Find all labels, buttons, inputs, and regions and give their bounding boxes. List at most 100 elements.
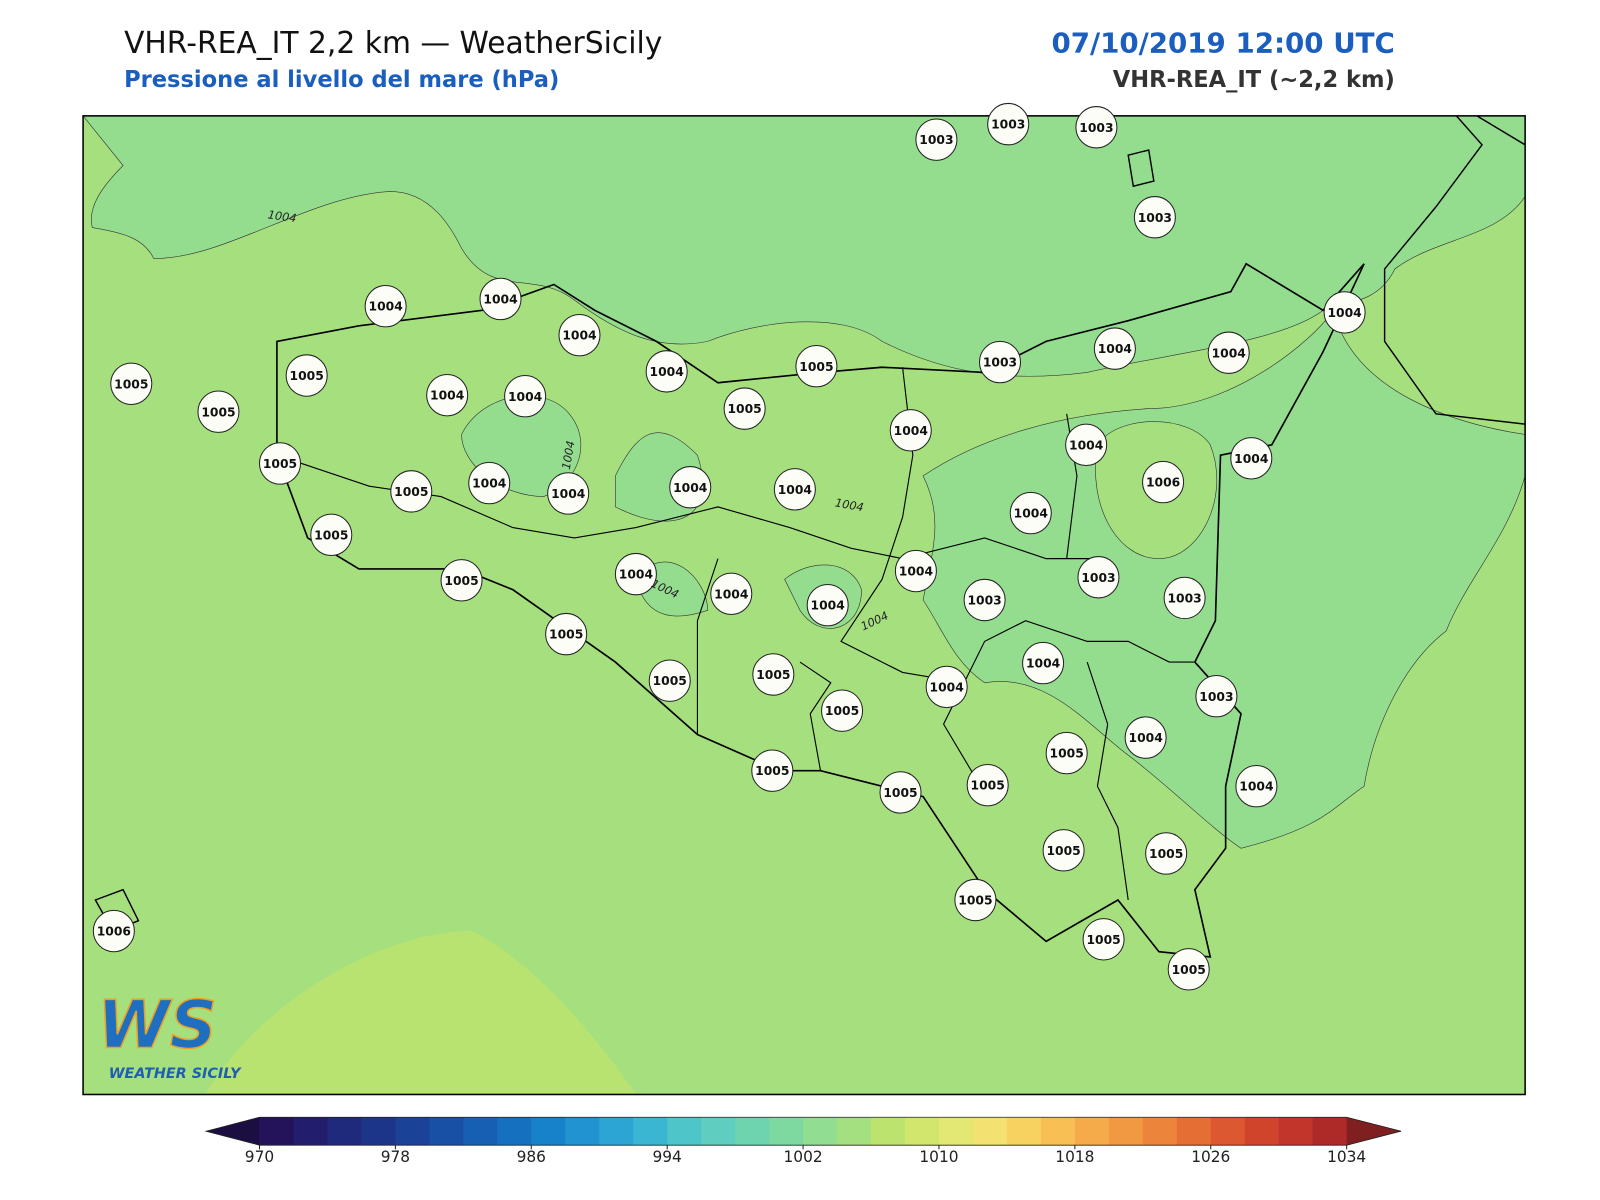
logo-mark: WS: [97, 986, 217, 1063]
station-marker: [390, 470, 433, 513]
station-marker: [1142, 460, 1185, 504]
station-marker: [364, 285, 407, 328]
station-value: 1005: [263, 457, 297, 471]
station-value: 1004: [508, 390, 543, 404]
station-value: 1006: [1146, 476, 1180, 490]
colorbar-tick-label: 1034: [1327, 1148, 1366, 1166]
station-value: 1006: [97, 925, 131, 939]
station-marker: [963, 578, 1006, 622]
colorbar-bin: [633, 1117, 668, 1146]
model: VHR-REA_IT (~2,2 km): [1113, 67, 1395, 93]
station: 1004: [669, 466, 712, 509]
station-value: 1005: [1086, 933, 1120, 947]
station: 1005: [966, 763, 1009, 807]
station: 1005: [954, 878, 997, 922]
station-marker: [1075, 106, 1118, 149]
station-marker: [987, 102, 1030, 146]
station-marker: [1045, 731, 1088, 775]
station-value: 1004: [1212, 346, 1247, 360]
station: 1004: [468, 461, 511, 505]
station-marker: [1230, 437, 1273, 480]
colorbar-bin: [259, 1117, 294, 1146]
station: 1003: [978, 340, 1022, 384]
station-value: 1004: [472, 477, 507, 491]
station-value: 1005: [799, 360, 833, 374]
station-marker: [1195, 675, 1238, 718]
station-marker: [1077, 556, 1120, 599]
colorbar-bin: [531, 1117, 566, 1146]
station: 1005: [310, 513, 353, 557]
map-frame: [82, 115, 1526, 1096]
colorbar-bin: [701, 1117, 736, 1146]
station-marker: [110, 362, 153, 405]
station: 1004: [1230, 437, 1273, 480]
logo-caption: WEATHER SICILY: [109, 1066, 242, 1082]
station-value: 1004: [619, 568, 654, 582]
station-value: 1005: [1050, 747, 1084, 761]
colorbar-tick-label: 978: [381, 1148, 410, 1166]
colorbar-bin: [599, 1117, 634, 1146]
station-value: 1003: [919, 133, 953, 147]
station-marker: [1235, 765, 1278, 808]
colorbar-tick-label: 1010: [919, 1148, 958, 1166]
colorbar-bin: [1142, 1117, 1178, 1146]
station-value: 1005: [1172, 963, 1206, 977]
station: 1003: [1075, 106, 1118, 149]
station-marker: [1009, 491, 1052, 535]
station-value: 1004: [369, 300, 404, 314]
station-value: 1004: [551, 487, 586, 501]
station-value: 1005: [883, 786, 917, 800]
station: 1005: [440, 559, 483, 602]
station: 1004: [894, 549, 937, 593]
station-value: 1004: [1234, 452, 1269, 466]
station: 1004: [364, 285, 407, 328]
station: 1004: [1093, 327, 1136, 370]
colorbar-tick-label: 1018: [1055, 1148, 1094, 1166]
station: 1004: [806, 583, 849, 627]
station: 1004: [547, 472, 590, 515]
station-marker: [645, 350, 688, 393]
station: 1004: [773, 468, 816, 511]
station: 1005: [795, 345, 838, 388]
datetime: 07/10/2019 12:00 UTC: [1052, 26, 1395, 59]
station-marker: [479, 277, 522, 321]
station-value: 1004: [714, 587, 749, 601]
contour-label: 1004: [267, 207, 297, 225]
station: 1005: [1145, 832, 1188, 875]
station-marker: [1082, 918, 1125, 961]
station-value: 1005: [1149, 847, 1183, 861]
colorbar-tick-label: 1002: [784, 1148, 823, 1166]
station-marker: [925, 665, 968, 709]
contour-label: 1004: [834, 495, 865, 514]
station-marker: [1124, 716, 1167, 759]
colorbar-bin: [497, 1117, 532, 1146]
colorbar-bin: [735, 1117, 770, 1146]
colorbar-tick-label: 994: [653, 1148, 682, 1166]
station: 1005: [545, 612, 588, 656]
station-value: 1004: [673, 481, 708, 495]
station: 1004: [1124, 716, 1167, 759]
station: 1003: [1163, 576, 1206, 620]
station-value: 1004: [1069, 438, 1104, 452]
station: 1005: [197, 390, 240, 433]
colorbar-bin: [803, 1117, 838, 1146]
station: 1004: [426, 373, 469, 417]
colorbar-bin: [463, 1117, 498, 1146]
colorbar-bin: [1312, 1117, 1348, 1146]
station-marker: [1163, 576, 1206, 620]
station-marker: [504, 375, 547, 418]
station: 1004: [479, 277, 522, 321]
station-marker: [197, 390, 240, 433]
station-value: 1004: [483, 292, 518, 306]
colorbar-bin: [769, 1117, 804, 1146]
colorbar-bin: [1244, 1117, 1280, 1146]
station-value: 1003: [1199, 690, 1233, 704]
station: 1005: [879, 771, 922, 814]
title: VHR-REA_IT 2,2 km — WeatherSicily: [124, 26, 662, 61]
station: 1005: [821, 689, 864, 732]
colorbar-bin: [905, 1117, 940, 1146]
station-marker: [723, 387, 766, 430]
station-marker: [1042, 829, 1085, 872]
station-value: 1005: [755, 764, 789, 778]
